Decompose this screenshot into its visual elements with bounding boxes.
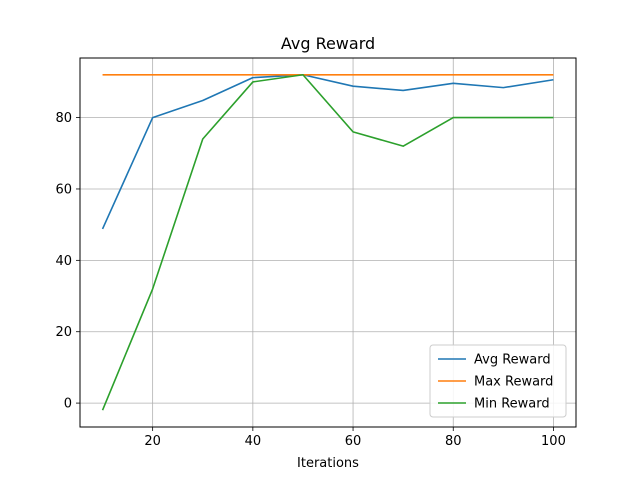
x-axis-title: Iterations: [297, 456, 359, 471]
y-tick-label: 60: [55, 182, 72, 197]
x-tick-label: 100: [541, 434, 566, 449]
y-tick-label: 0: [64, 397, 72, 412]
x-tick-label: 80: [445, 434, 462, 449]
legend-label: Avg Reward: [474, 353, 551, 368]
axis-ticks: 20 40 60 80 100 0 20 40 60 80: [55, 111, 565, 449]
y-tick-label: 40: [55, 254, 72, 269]
series-line-avg-reward: [101, 73, 554, 230]
legend-label: Min Reward: [474, 397, 550, 412]
series-lines: [101, 73, 554, 411]
legend: Avg Reward Max Reward Min Reward: [429, 344, 567, 418]
x-tick-label: 60: [345, 434, 362, 449]
chart-title: Avg Reward: [281, 34, 375, 53]
plot-frame: [79, 57, 577, 428]
x-tick-label: 20: [144, 434, 161, 449]
series-line-min-reward: [101, 73, 554, 411]
legend-box: [429, 344, 567, 418]
y-tick-label: 80: [55, 111, 72, 126]
legend-label: Max Reward: [474, 375, 553, 390]
y-tick-label: 20: [55, 325, 72, 340]
x-tick-label: 40: [245, 434, 262, 449]
